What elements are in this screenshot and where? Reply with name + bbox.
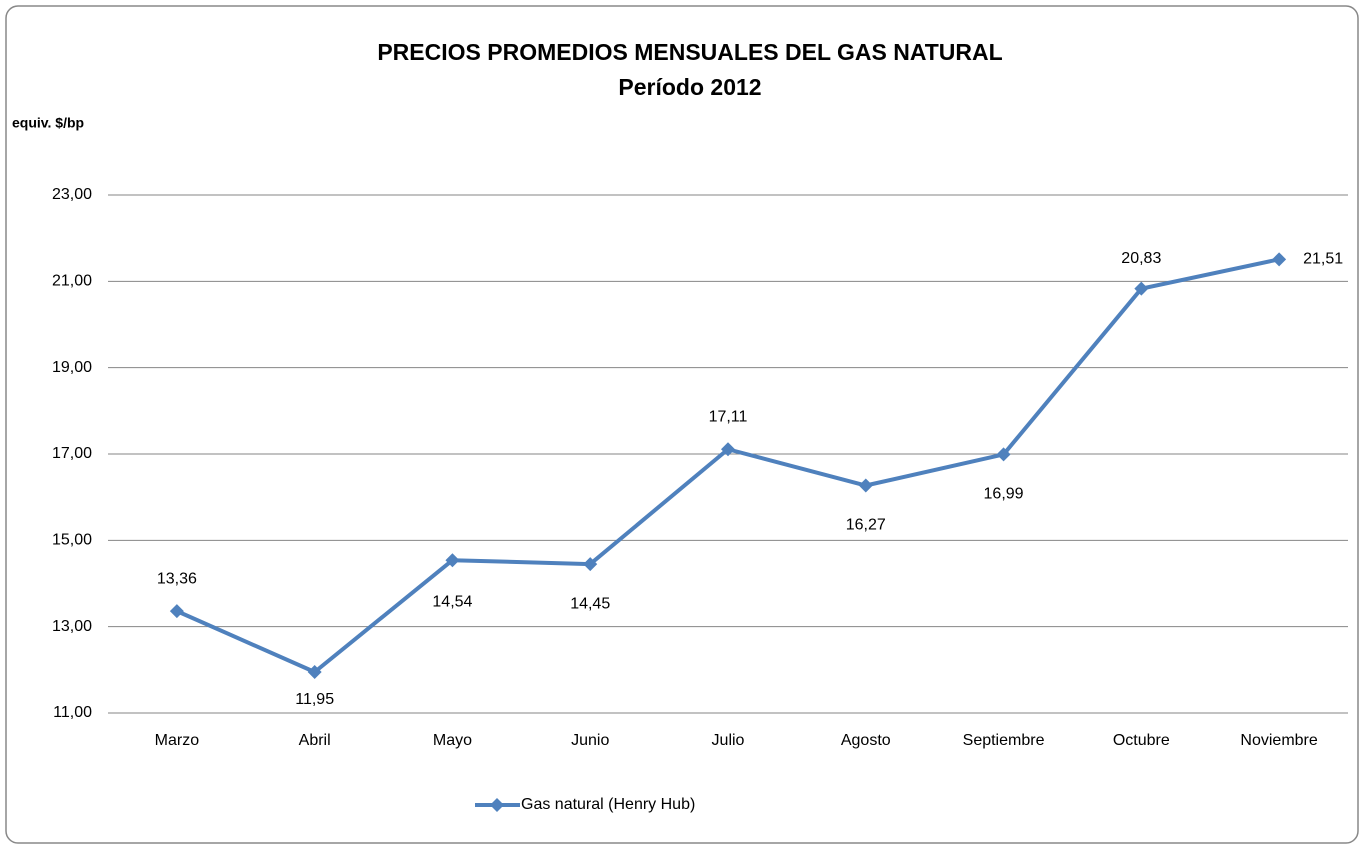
chart-title: PRECIOS PROMEDIOS MENSUALES DEL GAS NATU… — [377, 39, 1002, 65]
data-point — [1272, 252, 1287, 267]
x-tick-label: Noviembre — [1240, 732, 1317, 749]
data-point — [307, 664, 322, 679]
data-point — [169, 604, 184, 619]
data-label: 11,95 — [295, 691, 334, 708]
data-point — [858, 478, 873, 493]
legend-marker — [490, 798, 504, 812]
data-label: 16,27 — [846, 517, 886, 534]
y-tick-label: 17,00 — [52, 445, 92, 462]
data-label: 14,54 — [432, 593, 472, 610]
y-tick-label: 11,00 — [53, 704, 92, 721]
y-tick-label: 21,00 — [52, 273, 92, 290]
data-label: 16,99 — [984, 486, 1024, 503]
data-point — [1134, 281, 1149, 296]
y-tick-label: 13,00 — [52, 618, 92, 635]
x-tick-label: Marzo — [155, 732, 200, 749]
data-point — [996, 447, 1011, 462]
x-tick-label: Octubre — [1113, 732, 1170, 749]
x-tick-label: Abril — [299, 732, 331, 749]
data-label: 13,36 — [157, 570, 197, 587]
x-tick-label: Junio — [571, 732, 609, 749]
y-tick-label: 19,00 — [52, 359, 92, 376]
x-tick-label: Mayo — [433, 732, 472, 749]
x-tick-label: Septiembre — [963, 732, 1045, 749]
data-point — [721, 442, 735, 457]
chart-subtitle: Período 2012 — [618, 74, 761, 100]
legend-label: Gas natural (Henry Hub) — [521, 796, 695, 813]
data-label: 20,83 — [1121, 250, 1161, 267]
y-axis-label: equiv. $/bp — [12, 115, 84, 131]
x-tick-label: Agosto — [841, 732, 891, 749]
y-tick-label: 15,00 — [52, 532, 92, 549]
data-point — [583, 557, 598, 572]
data-point — [445, 553, 460, 568]
data-label: 17,11 — [709, 408, 748, 425]
data-label: 14,45 — [570, 595, 610, 612]
x-tick-label: Julio — [712, 732, 745, 749]
data-label: 21,51 — [1303, 251, 1343, 268]
y-tick-label: 23,00 — [52, 186, 92, 203]
chart-frame — [5, 5, 1359, 844]
